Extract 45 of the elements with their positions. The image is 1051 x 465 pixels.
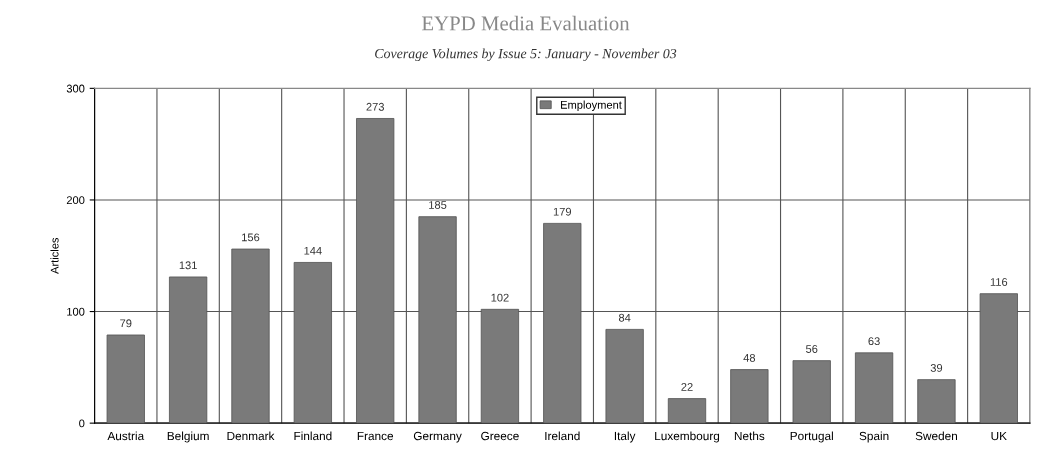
x-tick-label: France bbox=[357, 431, 394, 441]
bar bbox=[667, 398, 707, 424]
x-tick-label: Sweden bbox=[915, 431, 958, 441]
chart-title: EYPD Media Evaluation bbox=[421, 15, 630, 31]
data-label: 102 bbox=[491, 293, 509, 302]
y-tick-label: 300 bbox=[66, 84, 85, 93]
data-label: 22 bbox=[681, 382, 693, 391]
bar bbox=[917, 379, 956, 424]
x-tick-label: Ireland bbox=[545, 431, 580, 441]
bar bbox=[854, 352, 894, 424]
data-label: 144 bbox=[304, 246, 322, 255]
x-tick-label: Neths bbox=[734, 431, 765, 441]
data-label: 84 bbox=[618, 313, 631, 322]
data-label: 116 bbox=[990, 278, 1008, 286]
y-axis-title: Articles bbox=[50, 237, 59, 274]
data-label: 63 bbox=[868, 337, 880, 346]
x-tick-label: Finland bbox=[294, 431, 332, 441]
data-label: 131 bbox=[179, 261, 197, 270]
bar bbox=[730, 369, 769, 424]
x-tick-label: Spain bbox=[859, 431, 889, 443]
data-label: 79 bbox=[120, 319, 132, 328]
legend-label: Employment bbox=[561, 100, 622, 111]
x-tick-label: Luxembourg bbox=[655, 431, 720, 443]
chart-subtitle: Coverage Volumes by Issue 5: January - November 03 bbox=[375, 48, 677, 62]
x-tick-label: Austria bbox=[107, 431, 145, 441]
bar bbox=[605, 328, 644, 424]
x-tick-label: Belgium bbox=[167, 431, 209, 443]
x-tick-label: Greece bbox=[481, 431, 519, 441]
x-tick-label: UK bbox=[991, 431, 1007, 441]
y-tick-label: 200 bbox=[66, 196, 85, 205]
y-tick-label: 0 bbox=[79, 419, 85, 428]
x-tick-label: Italy bbox=[614, 431, 636, 443]
data-label: 185 bbox=[429, 201, 447, 209]
data-label: 39 bbox=[930, 364, 943, 372]
y-tick-label: 100 bbox=[67, 307, 85, 316]
data-label: 273 bbox=[366, 102, 384, 111]
data-label: 48 bbox=[743, 353, 756, 362]
data-label: 156 bbox=[242, 233, 260, 242]
x-tick-label: Denmark bbox=[227, 431, 275, 441]
x-tick-label: Portugal bbox=[790, 431, 833, 443]
bar bbox=[106, 334, 145, 424]
data-label: 56 bbox=[805, 345, 818, 353]
bar bbox=[792, 360, 831, 424]
x-tick-label: Germany bbox=[413, 431, 462, 443]
data-label: 179 bbox=[553, 207, 572, 216]
